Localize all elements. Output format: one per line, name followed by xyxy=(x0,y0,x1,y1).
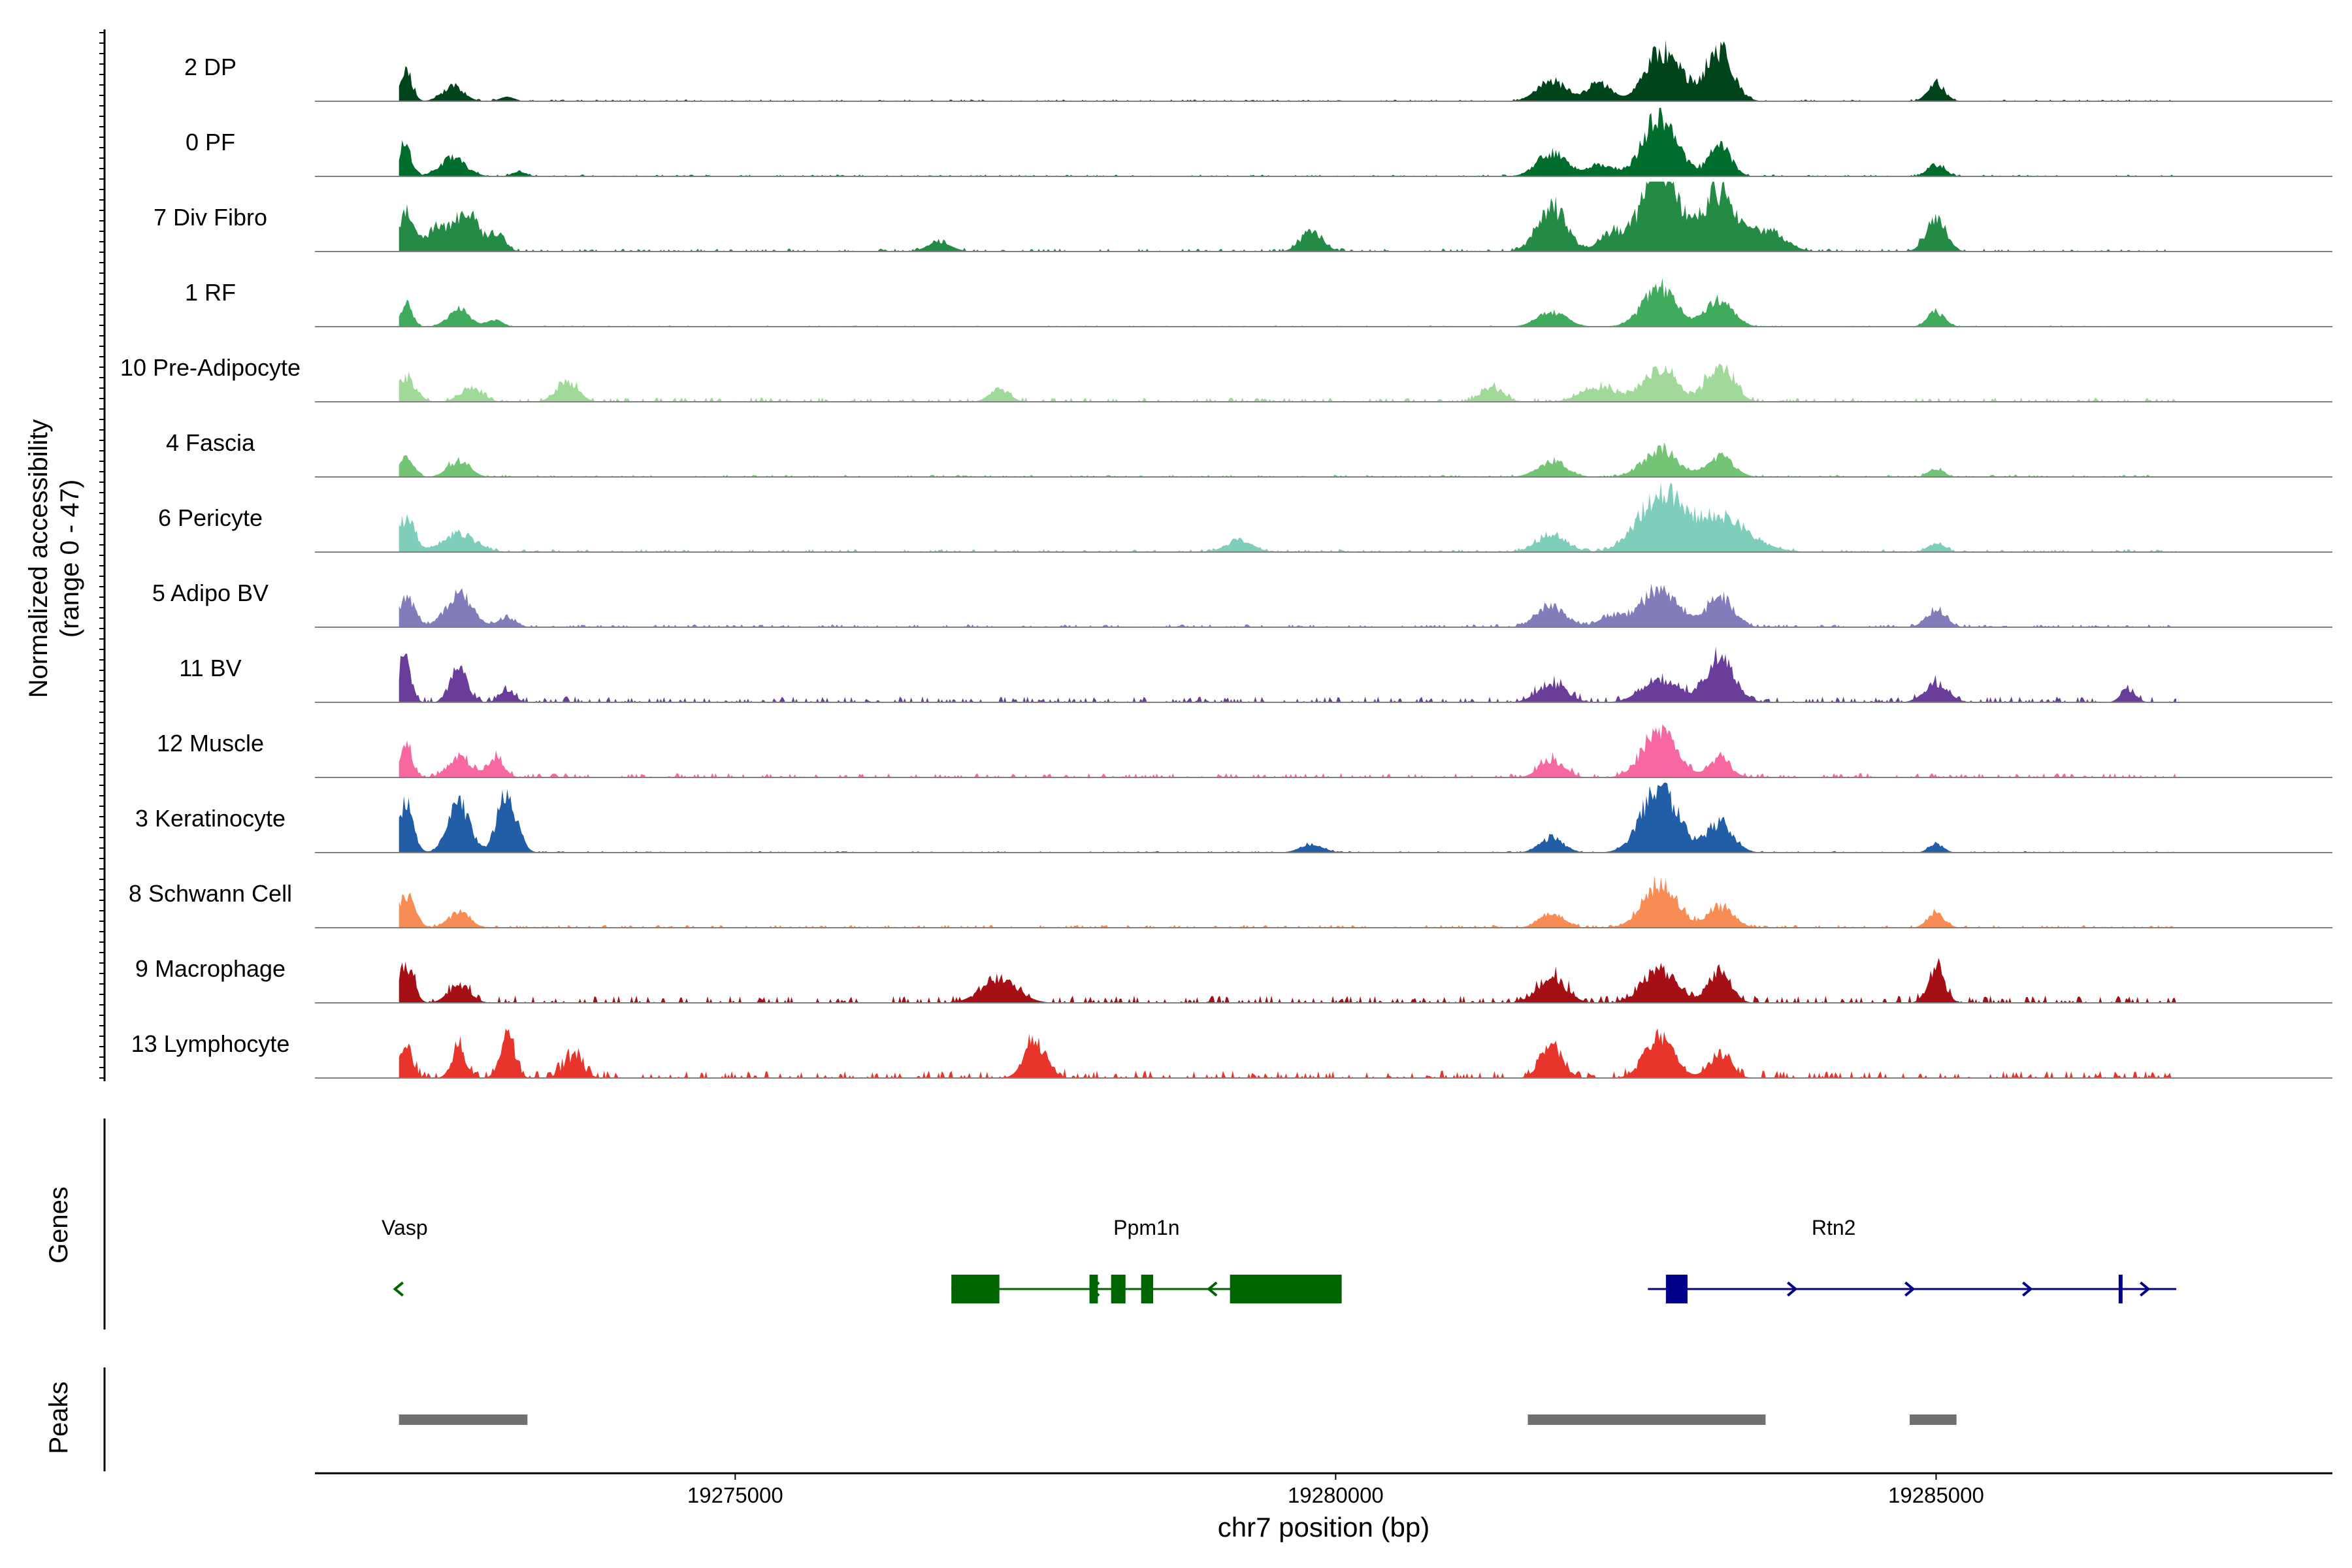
x-tick-label: 19275000 xyxy=(687,1483,783,1507)
coverage-area-2-dp xyxy=(399,40,2177,101)
coverage-area-0-pf xyxy=(399,108,2177,176)
gene-ppm1n: Ppm1n xyxy=(951,1216,1342,1303)
track-3-keratinocyte: 3 Keratinocyte xyxy=(135,783,2332,853)
peak-region xyxy=(1527,1414,1766,1425)
exon xyxy=(1230,1275,1342,1303)
coverage-area-4-fascia xyxy=(399,442,2177,477)
gene-vasp: Vasp xyxy=(382,1216,428,1297)
peak-region xyxy=(399,1414,528,1425)
track-9-macrophage: 9 Macrophage xyxy=(135,955,2332,1004)
x-axis-label: chr7 position (bp) xyxy=(1218,1512,1430,1543)
exon xyxy=(1089,1275,1098,1303)
coverage-area-5-adipo-bv xyxy=(399,583,2177,627)
track-label: 8 Schwann Cell xyxy=(129,880,292,907)
track-label: 5 Adipo BV xyxy=(152,580,269,606)
peaks-track-label: Peaks xyxy=(44,1381,73,1454)
track-6-pericyte: 6 Pericyte xyxy=(158,482,2332,553)
coverage-area-7-div-fibro xyxy=(399,182,2177,252)
track-label: 12 Muscle xyxy=(157,730,264,757)
coverage-area-1-rf xyxy=(399,278,2177,327)
exon xyxy=(951,1275,1000,1303)
coverage-area-10-pre-adipocyte xyxy=(399,363,2177,402)
track-label: 9 Macrophage xyxy=(135,955,286,982)
gene-label: Rtn2 xyxy=(1812,1216,1856,1239)
track-label: 3 Keratinocyte xyxy=(135,805,286,832)
gene-rtn2: Rtn2 xyxy=(1648,1216,2177,1303)
coverage-area-3-keratinocyte xyxy=(399,783,2177,853)
coverage-area-9-macrophage xyxy=(399,958,2177,1003)
peak-track xyxy=(399,1414,1957,1425)
track-label: 7 Div Fibro xyxy=(154,204,267,231)
track-7-div-fibro: 7 Div Fibro xyxy=(154,182,2332,252)
track-5-adipo-bv: 5 Adipo BV xyxy=(152,580,2332,628)
strand-arrow xyxy=(1787,1281,1798,1297)
track-4-fascia: 4 Fascia xyxy=(166,429,2332,478)
track-label: 1 RF xyxy=(185,279,236,306)
x-tick-label: 19285000 xyxy=(1888,1483,1984,1507)
track-12-muscle: 12 Muscle xyxy=(157,724,2332,778)
track-label: 13 Lymphocyte xyxy=(131,1030,290,1057)
gene-track: Vasp Ppm1n Rtn2 xyxy=(382,1216,2177,1303)
track-2-dp: 2 DP xyxy=(184,40,2332,102)
exon xyxy=(1665,1275,1688,1303)
coverage-area-13-lymphocyte xyxy=(399,1028,2177,1078)
gene-label: Ppm1n xyxy=(1113,1216,1179,1239)
gene-label: Vasp xyxy=(382,1216,428,1239)
track-1-rf: 1 RF xyxy=(185,278,2332,327)
coverage-area-8-schwann-cell xyxy=(399,875,2177,928)
exon xyxy=(2118,1275,2123,1303)
y-axis-range-label: (range 0 - 47) xyxy=(56,480,84,638)
track-label: 10 Pre-Adipocyte xyxy=(120,354,301,381)
track-11-bv: 11 BV xyxy=(179,646,2332,703)
exon xyxy=(1141,1275,1153,1303)
coverage-area-11-bv xyxy=(399,646,2177,702)
y-axis-label: Normalized accessibility xyxy=(24,419,53,698)
strand-arrow xyxy=(2140,1281,2151,1297)
strand-arrow xyxy=(2022,1281,2033,1297)
track-0-pf: 0 PF xyxy=(186,108,2332,177)
genes-track-label: Genes xyxy=(44,1186,73,1264)
track-label: 11 BV xyxy=(179,655,241,681)
track-label: 4 Fascia xyxy=(166,429,255,456)
track-13-lymphocyte: 13 Lymphocyte xyxy=(131,1028,2332,1079)
strand-arrow xyxy=(393,1281,404,1297)
strand-arrow xyxy=(1904,1281,1916,1297)
strand-arrow xyxy=(1207,1281,1218,1297)
track-10-pre-adipocyte: 10 Pre-Adipocyte xyxy=(120,354,2332,402)
accessibility-tracks: 2 DP 0 PF 7 Div Fibro 1 RF 10 Pre-Adipocyte 4… xyxy=(120,40,2332,1079)
x-tick-label: 19280000 xyxy=(1288,1483,1384,1507)
x-axis: 19275000 19280000 19285000 xyxy=(99,29,2332,1507)
track-label: 6 Pericyte xyxy=(158,504,263,531)
track-label: 2 DP xyxy=(184,54,237,80)
coverage-area-6-pericyte xyxy=(399,482,2177,552)
exon xyxy=(1111,1275,1126,1303)
coverage-area-12-muscle xyxy=(399,724,2177,777)
track-label: 0 PF xyxy=(186,129,235,155)
peak-region xyxy=(1909,1414,1957,1425)
track-8-schwann-cell: 8 Schwann Cell xyxy=(129,875,2332,928)
